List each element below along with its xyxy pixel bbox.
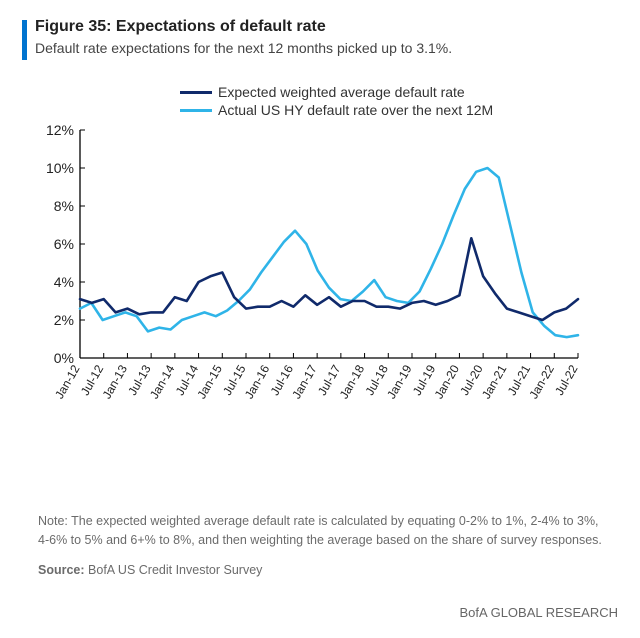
svg-text:Jan-22: Jan-22 (526, 362, 557, 401)
accent-bar (22, 20, 27, 60)
legend-item-actual: Actual US HY default rate over the next … (180, 102, 493, 120)
svg-text:Jul-22: Jul-22 (552, 362, 581, 398)
legend-swatch-expected (180, 91, 212, 94)
legend-item-expected: Expected weighted average default rate (180, 84, 493, 102)
brand-footer: BofA GLOBAL RESEARCH (460, 605, 618, 620)
svg-text:4%: 4% (54, 274, 74, 290)
svg-text:Jan-15: Jan-15 (194, 362, 225, 401)
svg-text:Jan-14: Jan-14 (147, 362, 178, 401)
svg-text:12%: 12% (46, 122, 74, 138)
svg-text:Jan-19: Jan-19 (384, 362, 415, 401)
svg-text:Jan-16: Jan-16 (242, 362, 273, 401)
svg-text:2%: 2% (54, 312, 74, 328)
svg-text:Jan-17: Jan-17 (289, 362, 320, 401)
svg-text:Jan-18: Jan-18 (337, 362, 368, 401)
svg-text:6%: 6% (54, 236, 74, 252)
svg-text:Jan-20: Jan-20 (432, 362, 463, 401)
svg-text:Jan-21: Jan-21 (479, 362, 510, 401)
source-label: Source: (38, 563, 85, 577)
svg-text:10%: 10% (46, 160, 74, 176)
chart-legend: Expected weighted average default rate A… (180, 84, 493, 119)
footnote-text: Note: The expected weighted average defa… (38, 512, 602, 551)
figure-subtitle: Default rate expectations for the next 1… (35, 40, 452, 56)
footnote-block: Note: The expected weighted average defa… (22, 512, 618, 580)
figure-title: Figure 35: Expectations of default rate (35, 18, 452, 36)
figure-header: Figure 35: Expectations of default rate … (22, 18, 618, 60)
svg-text:Jan-12: Jan-12 (52, 362, 83, 401)
chart-container: Expected weighted average default rate A… (30, 84, 618, 428)
line-chart: 0%2%4%6%8%10%12%Jan-12Jul-12Jan-13Jul-13… (30, 84, 590, 428)
legend-label-expected: Expected weighted average default rate (218, 84, 465, 102)
source-text: BofA US Credit Investor Survey (88, 563, 262, 577)
legend-label-actual: Actual US HY default rate over the next … (218, 102, 493, 120)
svg-text:8%: 8% (54, 198, 74, 214)
legend-swatch-actual (180, 109, 212, 112)
source-line: Source: BofA US Credit Investor Survey (38, 561, 602, 580)
svg-text:Jan-13: Jan-13 (100, 362, 131, 401)
